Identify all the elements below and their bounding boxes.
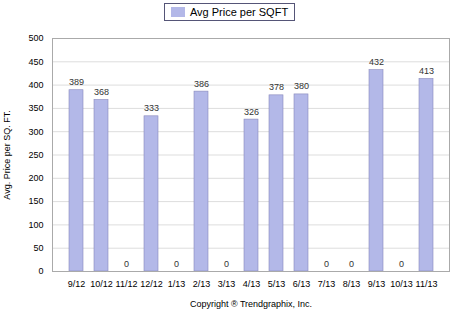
svg-text:500: 500 xyxy=(28,33,43,43)
svg-text:400: 400 xyxy=(28,80,43,90)
svg-text:0: 0 xyxy=(399,259,404,269)
svg-text:0: 0 xyxy=(349,259,354,269)
svg-text:0: 0 xyxy=(174,259,179,269)
svg-text:389: 389 xyxy=(69,77,84,87)
svg-text:100: 100 xyxy=(28,220,43,230)
svg-text:9/13: 9/13 xyxy=(368,279,386,289)
svg-text:413: 413 xyxy=(419,66,434,76)
svg-text:368: 368 xyxy=(94,87,109,97)
svg-text:200: 200 xyxy=(28,173,43,183)
svg-text:3/13: 3/13 xyxy=(218,279,236,289)
svg-text:378: 378 xyxy=(269,82,284,92)
svg-text:50: 50 xyxy=(33,243,43,253)
svg-text:386: 386 xyxy=(194,79,209,89)
svg-text:250: 250 xyxy=(28,150,43,160)
svg-text:11/12: 11/12 xyxy=(116,279,138,289)
svg-text:Copyright ® Trendgraphix, Inc.: Copyright ® Trendgraphix, Inc. xyxy=(190,299,312,309)
svg-text:6/13: 6/13 xyxy=(293,279,311,289)
svg-text:9/12: 9/12 xyxy=(68,279,86,289)
svg-text:10/13: 10/13 xyxy=(390,279,413,289)
html-text:Avg Price per SQFT: Avg Price per SQFT xyxy=(189,6,289,18)
svg-text:11/13: 11/13 xyxy=(416,279,438,289)
svg-text:300: 300 xyxy=(28,127,43,137)
svg-text:12/12: 12/12 xyxy=(140,279,163,289)
svg-text:150: 150 xyxy=(28,196,43,206)
svg-text:2/13: 2/13 xyxy=(193,279,211,289)
svg-text:5/13: 5/13 xyxy=(268,279,286,289)
svg-text:0: 0 xyxy=(38,266,43,276)
svg-text:326: 326 xyxy=(244,107,259,117)
svg-text:333: 333 xyxy=(144,103,159,113)
svg-text:8/13: 8/13 xyxy=(343,279,361,289)
svg-text:0: 0 xyxy=(324,259,329,269)
svg-text:4/13: 4/13 xyxy=(243,279,261,289)
svg-text:10/12: 10/12 xyxy=(90,279,113,289)
svg-text:Avg. Price per SQ. FT.: Avg. Price per SQ. FT. xyxy=(2,110,12,199)
svg-text:380: 380 xyxy=(294,81,309,91)
svg-text:1/13: 1/13 xyxy=(168,279,186,289)
svg-text:0: 0 xyxy=(224,259,229,269)
svg-text:0: 0 xyxy=(124,259,129,269)
svg-text:432: 432 xyxy=(369,57,384,67)
svg-text:7/13: 7/13 xyxy=(318,279,336,289)
svg-text:350: 350 xyxy=(28,103,43,113)
svg-text:450: 450 xyxy=(28,57,43,67)
